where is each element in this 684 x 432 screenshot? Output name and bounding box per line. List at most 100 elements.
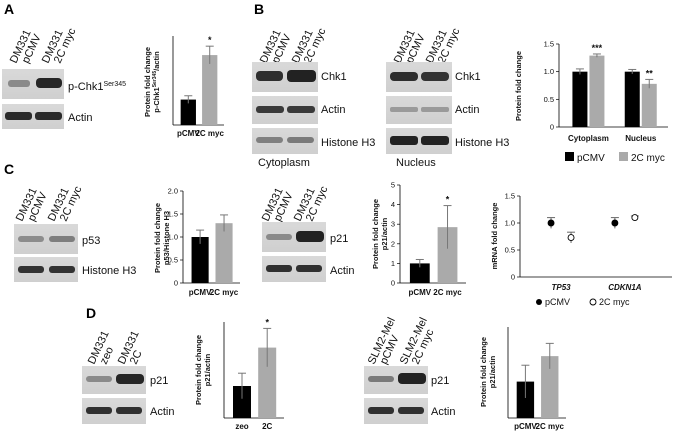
legend-swatch-2c-myc bbox=[619, 152, 628, 161]
panel-a-lane-labels: DM331 pCMV DM331 2C myc bbox=[8, 26, 79, 65]
blot-d-left-actin bbox=[82, 398, 146, 424]
significance-label: * bbox=[446, 195, 450, 205]
bar bbox=[180, 99, 196, 125]
legend-label-pcmv: pCMV bbox=[545, 297, 570, 307]
y-tick-label: 0 bbox=[511, 273, 515, 282]
y-tick-label: 1.0 bbox=[168, 233, 178, 242]
bar bbox=[202, 55, 218, 126]
blot-b-nuc-actin bbox=[386, 96, 452, 124]
blot-b-cyto-chk1 bbox=[252, 62, 318, 92]
legend-swatch-pcmv bbox=[565, 152, 574, 161]
y-tick-label: 1.5 bbox=[544, 40, 554, 49]
significance-label: *** bbox=[592, 43, 603, 53]
y-tick-label: 0 bbox=[391, 279, 395, 288]
bar bbox=[589, 55, 605, 128]
y-axis-label: Protein fold change bbox=[514, 51, 523, 121]
bar bbox=[572, 71, 588, 127]
legend-marker-pcmv bbox=[536, 299, 542, 305]
blot-label-chk1: Chk1 bbox=[321, 71, 347, 83]
blot-label-chk1: Chk1 bbox=[455, 71, 481, 83]
x-tick-label: pCMV bbox=[408, 288, 431, 297]
blot-label-p53: p53 bbox=[82, 235, 100, 247]
blot-c-actin bbox=[262, 256, 326, 282]
y-tick-label: 1 bbox=[391, 259, 395, 268]
chart-c-p53: 0 0.5 1.0 1.5 2.0 Protein fold changep53/Hist… bbox=[153, 187, 240, 297]
blot-label-actin: Actin bbox=[431, 406, 455, 418]
significance-label: * bbox=[265, 317, 269, 327]
x-tick-label: 2C bbox=[262, 422, 272, 431]
panel-d-left-lane-labels: DM331 zeo DM331 2C bbox=[86, 329, 145, 366]
blot-label-histone-h3: Histone H3 bbox=[82, 265, 136, 277]
x-tick-label: TP53 bbox=[551, 283, 571, 292]
data-point bbox=[567, 234, 575, 242]
blot-c-p53 bbox=[14, 224, 78, 254]
bar bbox=[541, 356, 559, 418]
blot-b-cyto-actin bbox=[252, 96, 318, 124]
x-tick-label: 2C myc bbox=[536, 422, 565, 431]
bar bbox=[437, 227, 458, 283]
blot-d-left-p21 bbox=[82, 366, 146, 394]
blot-label-histone-h3: Histone H3 bbox=[455, 137, 509, 149]
blot-b-cyto-h3 bbox=[252, 128, 318, 154]
bar bbox=[624, 71, 640, 127]
y-tick-label: 5 bbox=[391, 181, 395, 190]
data-point bbox=[631, 214, 639, 222]
chart-a: Protein fold changep-Chk1Ser345/actin pCM… bbox=[143, 35, 224, 138]
panel-letter-a: A bbox=[4, 1, 14, 17]
legend-b: pCMV 2C myc bbox=[565, 152, 665, 164]
charts: Protein fold changep-Chk1Ser345/actin pCM… bbox=[143, 35, 672, 431]
panel-d-right-lane-labels: SLM2-Mel pCMV SLM2-Mel 2C myc bbox=[366, 316, 437, 367]
y-axis-label: Protein fold changep21/actin bbox=[371, 199, 389, 269]
y-tick-label: 0 bbox=[174, 279, 178, 288]
blot-a-pchk1 bbox=[2, 69, 64, 99]
y-axis-label: Protein fold changep53/Histone H3 bbox=[153, 203, 171, 273]
y-axis-label: mRNA fold change bbox=[490, 203, 499, 270]
significance-label: * bbox=[208, 35, 212, 45]
blot-label-actin: Actin bbox=[68, 112, 92, 124]
blot-a-actin bbox=[2, 104, 64, 129]
y-tick-label: 0 bbox=[550, 123, 554, 132]
lane-label: 2C bbox=[128, 348, 145, 366]
bar bbox=[516, 381, 535, 418]
legend-c-mrna: pCMV 2C myc bbox=[536, 297, 630, 307]
x-tick-label: pCMV bbox=[177, 129, 200, 138]
significance-label: ** bbox=[646, 68, 654, 78]
legend-label-2c-myc: 2C myc bbox=[599, 297, 630, 307]
bar bbox=[258, 347, 277, 418]
legend-marker-2c-myc bbox=[589, 298, 597, 306]
chart-b: 0 0.5 1.0 1.5 Protein fold change *** Cytoplas… bbox=[514, 40, 668, 143]
blot-label-actin: Actin bbox=[455, 104, 479, 116]
blot-d-right-actin bbox=[364, 398, 428, 424]
y-tick-label: 1.5 bbox=[168, 210, 178, 219]
y-tick-label: 3 bbox=[391, 220, 395, 229]
y-tick-label: 1.5 bbox=[505, 192, 515, 201]
panel-letter-b: B bbox=[254, 1, 264, 17]
caption-nucleus: Nucleus bbox=[396, 157, 436, 169]
x-tick-label: Nucleus bbox=[625, 134, 657, 143]
blot-b-nuc-chk1 bbox=[386, 62, 452, 92]
chart-c-mrna: 0 0.5 1.0 1.5 mRNA fold change TP53 CDKN1A bbox=[490, 192, 672, 292]
panel-b-nuc-lane-labels: DM331 pCMV DM331 2C myc bbox=[392, 26, 463, 65]
blot-b-nuc-h3 bbox=[386, 128, 452, 154]
blot-label-p21: p21 bbox=[431, 375, 449, 387]
legend-label-2c-myc: 2C myc bbox=[631, 153, 665, 164]
x-tick-label: 2C myc bbox=[210, 288, 239, 297]
blot-label-actin: Actin bbox=[321, 104, 345, 116]
blot-label-p21: p21 bbox=[150, 375, 168, 387]
x-tick-label: Cytoplasm bbox=[568, 134, 609, 143]
blot-c-h3 bbox=[14, 257, 78, 282]
y-tick-label: 0.5 bbox=[544, 95, 554, 104]
y-tick-label: 0.5 bbox=[168, 256, 178, 265]
legend-label-pcmv: pCMV bbox=[577, 153, 605, 164]
y-axis-label: Protein fold changep21/actin bbox=[194, 335, 212, 405]
panel-letter-c: C bbox=[4, 161, 14, 177]
y-tick-label: 1.0 bbox=[544, 67, 554, 76]
x-tick-label: CDKN1A bbox=[608, 283, 642, 292]
panel-c-p21-lane-labels: DM331 pCMV DM331 2C myc bbox=[260, 184, 331, 223]
y-tick-label: 2.0 bbox=[168, 187, 178, 196]
chart-d-left: Protein fold changep21/actin zeo 2C * bbox=[194, 317, 284, 431]
x-tick-label: zeo bbox=[235, 422, 248, 431]
blot-label-pchk1: p-Chk1Ser345 bbox=[68, 81, 126, 93]
